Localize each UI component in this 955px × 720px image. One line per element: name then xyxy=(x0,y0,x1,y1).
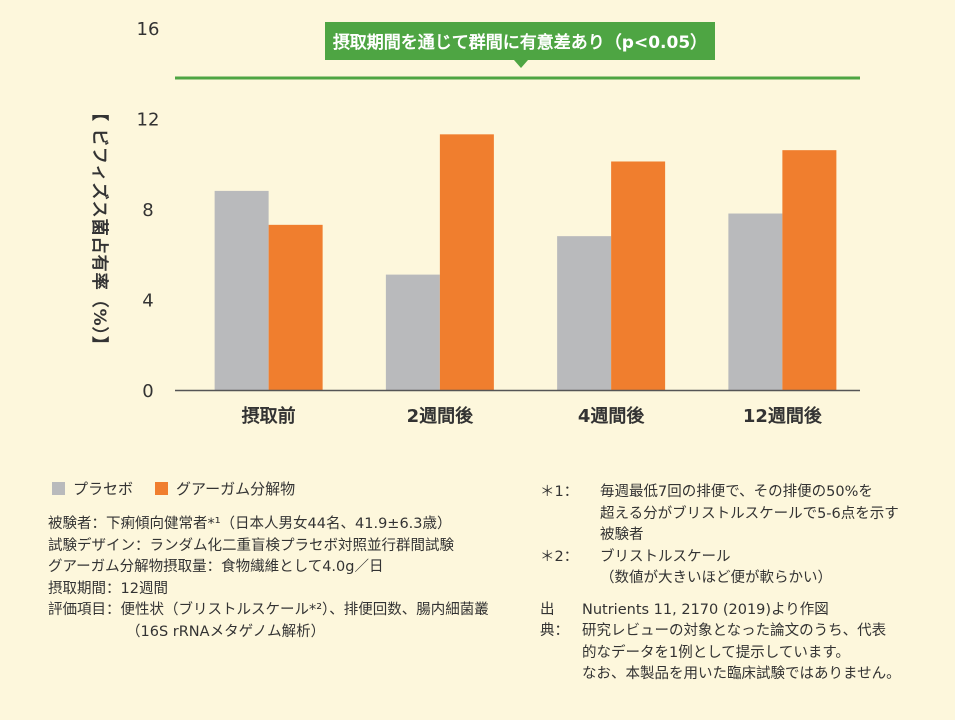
y-tick-label: 4 xyxy=(142,291,153,312)
bar-guar-gum xyxy=(611,161,666,390)
legend-swatch-placebo xyxy=(52,482,65,495)
y-tick-label: 16 xyxy=(137,19,160,40)
y-axis-label: 【 ビフィズス菌占有率（%）】 xyxy=(89,104,110,354)
x-tick-label: 摂取前 xyxy=(242,405,296,427)
bar-placebo xyxy=(385,274,440,390)
bar-placebo xyxy=(214,190,269,390)
source-line: 的なデータを1例として提示しています。 xyxy=(582,644,850,661)
note-design: 試験デザイン：ランダム化二重盲検プラセボ対照並行群間試験 xyxy=(48,537,454,554)
source-mark: 出典： xyxy=(540,601,569,640)
bar-chart: 0 4 8 12 16 摂取前 2週間後 4週間後 12週間後 【 ビフィズス菌占有率（%）】… xyxy=(89,19,860,427)
footnote-1-mark: ＊1： xyxy=(540,484,579,500)
callout-box xyxy=(325,22,715,68)
note-dose: グアーガム分解物摂取量：食物繊維として4.0g／日 xyxy=(48,559,384,575)
bar-guar-gum xyxy=(782,150,837,390)
footnote-1-line: 毎週最低7回の排便で、その排便の50%を xyxy=(600,484,873,500)
legend-label-guar-gum: グアーガム分解物 xyxy=(176,480,296,498)
y-tick-label: 12 xyxy=(137,110,160,131)
footnote-2-line: （数値が大きいほど便が軟らかい） xyxy=(600,570,832,586)
footnote-2-mark: ＊2： xyxy=(540,548,579,565)
bar-guar-gum xyxy=(439,134,494,390)
bars xyxy=(214,134,837,390)
x-axis-labels: 摂取前 2週間後 4週間後 12週間後 xyxy=(242,405,823,427)
y-tick-label: 8 xyxy=(142,200,153,221)
footnote-2-line: ブリストルスケール xyxy=(600,548,731,565)
footnote-1-line: 被験者 xyxy=(600,527,644,543)
legend-item-placebo: プラセボ xyxy=(52,478,133,499)
footnotes: ＊1： 毎週最低7回の排便で、その排便の50%を 超える分がブリストルスケールで… xyxy=(540,482,940,686)
source-line: 研究レビューの対象となった論文のうち、代表 xyxy=(582,623,887,639)
bar-placebo xyxy=(557,236,612,390)
source-note: 出典： Nutrients 11, 2170 (2019)より作図 研究レビュー… xyxy=(540,600,940,686)
note-period: 摂取期間：12週間 xyxy=(48,580,168,597)
legend-label-placebo: プラセボ xyxy=(73,480,134,498)
footnote-2: ＊2： ブリストルスケール （数値が大きいほど便が軟らかい） xyxy=(540,547,940,590)
legend-swatch-guar-gum xyxy=(155,482,169,495)
x-tick-label: 12週間後 xyxy=(743,405,823,427)
legend: プラセボ グアーガム分解物 xyxy=(52,478,295,499)
y-axis-ticks: 0 4 8 12 16 xyxy=(137,19,160,402)
x-tick-label: 2週間後 xyxy=(407,405,475,427)
bar-guar-gum xyxy=(268,224,323,390)
significance-callout: 摂取期間を通じて群間に有意差あり（p<0.05） xyxy=(325,22,715,68)
source-line: なお、本製品を用いた臨床試験ではありません。 xyxy=(582,666,901,682)
bar-placebo xyxy=(728,213,783,390)
source-line: Nutrients 11, 2170 (2019)より作図 xyxy=(582,601,829,618)
x-tick-label: 4週間後 xyxy=(578,405,646,427)
legend-item-pectin: グアーガム分解物 xyxy=(155,478,295,499)
y-tick-label: 0 xyxy=(142,381,153,402)
note-subjects: 被験者：下痢傾向健常者*¹（日本人男女44名、41.9±6.3歳） xyxy=(48,516,452,532)
note-items-cont: （16S rRNAメタゲノム解析） xyxy=(126,623,326,640)
study-notes: 被験者：下痢傾向健常者*¹（日本人男女44名、41.9±6.3歳） 試験デザイン… xyxy=(48,514,518,643)
note-items: 評価項目：便性状（ブリストルスケール*²）、排便回数、腸内細菌叢 xyxy=(48,602,489,618)
callout-text: 摂取期間を通じて群間に有意差あり（p<0.05） xyxy=(333,32,707,53)
footnote-1-line: 超える分がブリストルスケールで5-6点を示す xyxy=(600,505,899,522)
footnote-1: ＊1： 毎週最低7回の排便で、その排便の50%を 超える分がブリストルスケールで… xyxy=(540,482,940,547)
